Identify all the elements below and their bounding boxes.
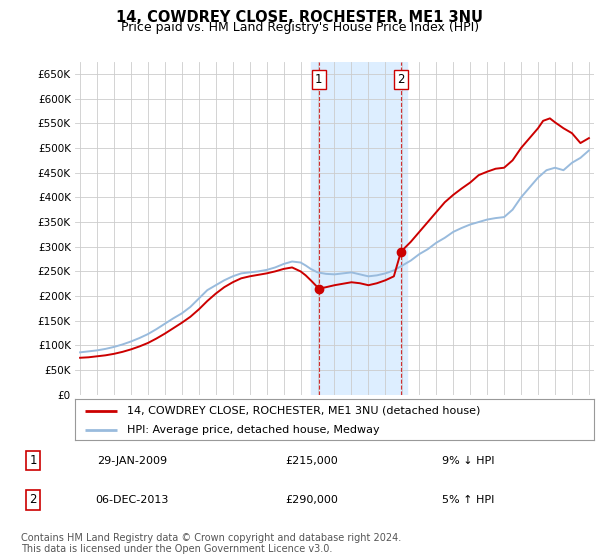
Bar bbox=[311, 62, 407, 395]
Text: 14, COWDREY CLOSE, ROCHESTER, ME1 3NU (detached house): 14, COWDREY CLOSE, ROCHESTER, ME1 3NU (d… bbox=[127, 405, 480, 416]
Text: Contains HM Land Registry data © Crown copyright and database right 2024.
This d: Contains HM Land Registry data © Crown c… bbox=[21, 533, 401, 554]
Text: £290,000: £290,000 bbox=[286, 495, 338, 505]
Text: 2: 2 bbox=[29, 493, 37, 506]
Text: 14, COWDREY CLOSE, ROCHESTER, ME1 3NU: 14, COWDREY CLOSE, ROCHESTER, ME1 3NU bbox=[116, 10, 484, 25]
Text: 06-DEC-2013: 06-DEC-2013 bbox=[95, 495, 169, 505]
Text: 2: 2 bbox=[397, 73, 405, 86]
Text: HPI: Average price, detached house, Medway: HPI: Average price, detached house, Medw… bbox=[127, 424, 380, 435]
Text: 29-JAN-2009: 29-JAN-2009 bbox=[97, 456, 167, 465]
Text: 5% ↑ HPI: 5% ↑ HPI bbox=[442, 495, 494, 505]
Text: £215,000: £215,000 bbox=[286, 456, 338, 465]
Text: 9% ↓ HPI: 9% ↓ HPI bbox=[442, 456, 494, 465]
Text: Price paid vs. HM Land Registry's House Price Index (HPI): Price paid vs. HM Land Registry's House … bbox=[121, 21, 479, 34]
Text: 1: 1 bbox=[315, 73, 323, 86]
Text: 1: 1 bbox=[29, 454, 37, 467]
